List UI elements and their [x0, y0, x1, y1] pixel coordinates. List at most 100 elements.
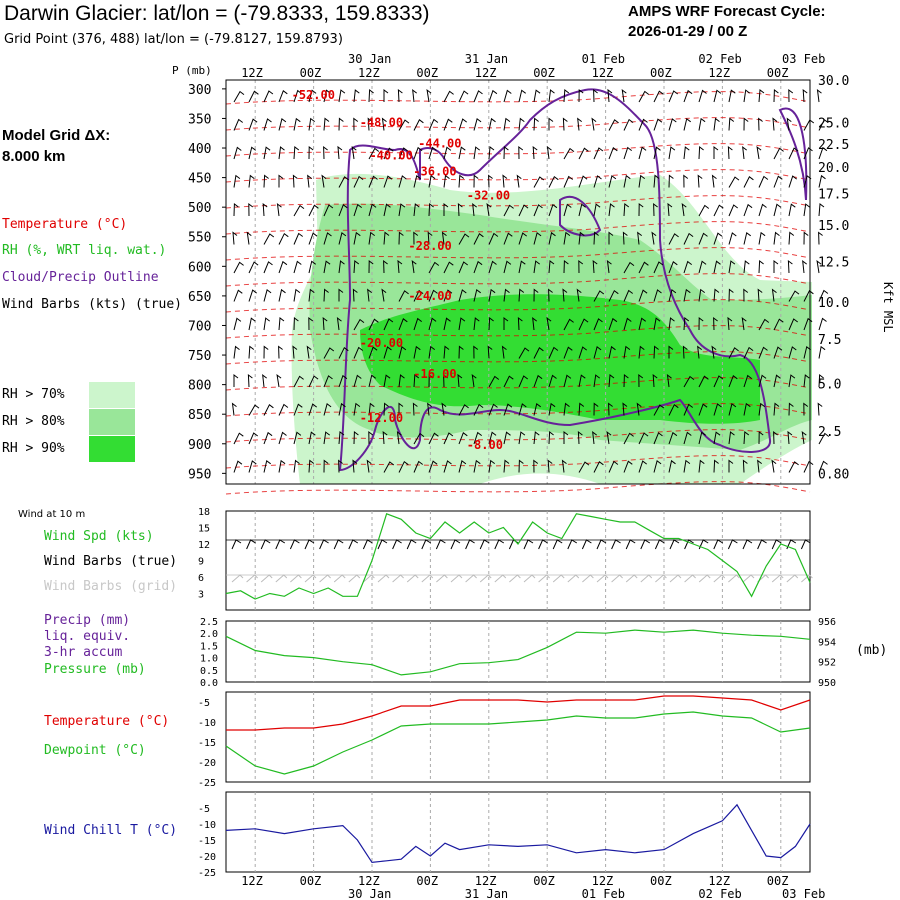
- wind-barb: [308, 117, 315, 131]
- wind-barb: [278, 345, 283, 359]
- temperature-contour-label: -32.00: [467, 188, 510, 202]
- wind-barb: [621, 88, 627, 103]
- temperature-line: [226, 695, 811, 731]
- bottom-date-label: 31 Jan: [465, 887, 508, 900]
- wind-barb: [683, 403, 693, 416]
- wind-barb: [803, 203, 810, 217]
- wind-barb: [637, 231, 642, 245]
- wind-barb: [578, 175, 588, 188]
- wind-barb: [471, 373, 477, 388]
- wind-barb: [473, 146, 480, 160]
- cloud-outline-right: [778, 107, 808, 201]
- temperature-contour-label: -20.00: [360, 336, 403, 350]
- wind-barb: [728, 176, 740, 188]
- wind-barb: [233, 289, 243, 302]
- wind-barb: [758, 402, 765, 416]
- wind-barb: [818, 345, 826, 359]
- wind-barb: [803, 402, 809, 416]
- wind-barb: [503, 317, 509, 330]
- top-date-label: 03 Feb: [782, 52, 825, 66]
- wind-barb: [248, 118, 258, 131]
- wind-barb: [623, 203, 630, 217]
- wind-barb: [668, 261, 678, 274]
- wind-barb: [592, 259, 598, 274]
- wind-barb: [698, 459, 705, 473]
- wind-barb: [788, 175, 797, 188]
- wind-barb: [818, 317, 827, 331]
- wind-barb: [427, 231, 433, 245]
- legend-cloud-outline: Cloud/Precip Outline: [2, 270, 159, 285]
- temp-ytick: -5: [198, 698, 210, 709]
- wind-barb: [503, 260, 512, 274]
- wind-barb: [338, 288, 344, 302]
- wind-barb: [743, 402, 751, 416]
- wind-barb: [413, 289, 424, 302]
- top-time-label: 12Z: [708, 66, 730, 80]
- wind-barb: [233, 90, 245, 103]
- temperature-contour-label: -52.00: [292, 88, 335, 102]
- wind-barb: [623, 317, 632, 331]
- wind-barb: [578, 259, 584, 274]
- wind-barb: [278, 174, 284, 188]
- legend-rh90-swatch: [89, 436, 135, 462]
- wind-barb: [338, 374, 348, 388]
- wind-barb: [743, 231, 751, 245]
- wind-barb: [698, 89, 707, 103]
- wind-barb: [578, 346, 587, 359]
- wind-barb: [727, 316, 733, 331]
- wind-barb: [263, 146, 271, 160]
- wind-barb: [353, 175, 364, 188]
- wind-barb: [593, 175, 602, 188]
- wind-barb: [336, 316, 342, 331]
- wind-barb: [383, 89, 389, 102]
- temperature-contour-label: -44.00: [418, 136, 461, 150]
- wind-barb: [697, 345, 702, 359]
- wind-barb: [473, 403, 484, 416]
- wind-barb: [758, 431, 764, 445]
- wind-barb: [788, 318, 798, 331]
- temperature-contour-4: [225, 195, 811, 209]
- wind-barb: [323, 459, 329, 473]
- wind-barb: [576, 288, 582, 302]
- pressure-tick-label: 550: [188, 231, 211, 246]
- wind-barb: [353, 318, 365, 331]
- wind-barbs-group: [231, 88, 830, 473]
- wind-barb: [413, 345, 421, 359]
- wind-barb: [278, 232, 289, 245]
- wind-barb: [293, 459, 300, 473]
- wind-barb: [608, 402, 613, 416]
- wind-barb: [668, 146, 676, 160]
- wind-barb: [367, 117, 373, 131]
- wind-barb: [398, 460, 409, 473]
- forecast-cycle-time: 2026-01-29 / 00 Z: [628, 23, 748, 40]
- kft-tick-label: 20.0: [818, 161, 849, 176]
- wind-barb: [788, 402, 794, 416]
- wind-barb: [636, 402, 642, 416]
- wind-barb: [728, 204, 738, 217]
- wind-barb: [668, 233, 679, 245]
- legend-rh70-label: RH > 70%: [2, 387, 65, 402]
- wind-barb: [758, 231, 766, 245]
- kft-tick-label: 5.0: [818, 377, 841, 392]
- kft-tick-label: 15.0: [818, 219, 849, 234]
- wind-barb: [563, 431, 569, 444]
- wind-barb: [578, 231, 585, 245]
- pressure-right-ytick: 952: [818, 658, 836, 669]
- wind-barb: [623, 289, 633, 302]
- kft-tick-label: 25.0: [818, 117, 849, 132]
- wind-barb: [606, 430, 612, 445]
- wind-barb: [503, 232, 513, 245]
- wind-barb: [757, 459, 762, 473]
- wind-barb: [788, 374, 796, 388]
- wind-barb: [413, 231, 419, 245]
- cloud-outline-small: [559, 195, 602, 237]
- wind-barb: [338, 459, 343, 473]
- wind-barb: [323, 431, 330, 445]
- temperature-contour-11: [225, 377, 811, 391]
- top-date-label: 02 Feb: [698, 52, 741, 66]
- top-time-label: 12Z: [592, 66, 614, 80]
- wind-barb: [338, 260, 345, 274]
- wind10-ytick: 12: [198, 540, 210, 551]
- wind-barb: [441, 402, 447, 416]
- wind-barb: [488, 89, 498, 103]
